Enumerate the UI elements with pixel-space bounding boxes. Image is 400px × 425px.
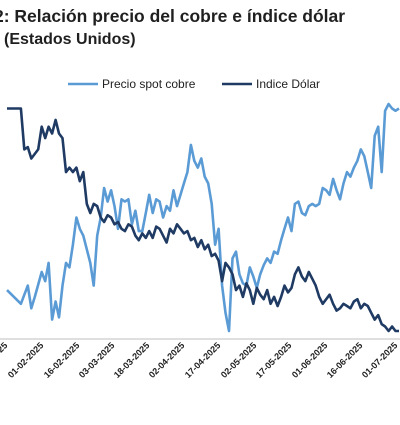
x-tick-label: 01-02-2025 <box>6 340 46 380</box>
x-tick-label: 02-05-2025 <box>219 340 259 380</box>
x-tick-label: 03-03-2025 <box>77 340 117 380</box>
legend-label-dollar: Indice Dólar <box>256 77 320 91</box>
x-tick-label: 01-06-2025 <box>290 340 330 380</box>
x-tick-label: 2025 <box>0 340 9 361</box>
x-tick-label: 17-05-2025 <box>254 340 294 380</box>
chart-title-line-1: 2: Relación precio del cobre e índice dó… <box>0 6 346 26</box>
x-tick-label: 02-04-2025 <box>147 340 187 380</box>
legend-label-copper: Precio spot cobre <box>102 77 196 91</box>
series-layer <box>6 102 400 333</box>
x-tick-label: 17-04-2025 <box>183 340 223 380</box>
x-tick-label: 16-06-2025 <box>325 340 365 380</box>
series-line-copper-spot-price <box>6 102 400 333</box>
x-axis-ticks: 202501-02-202516-02-202503-03-202518-03-… <box>0 340 399 380</box>
x-tick-label: 18-03-2025 <box>112 340 152 380</box>
series-line-dollar-index <box>7 107 399 333</box>
x-tick-label: 01-07-2025 <box>360 340 400 380</box>
x-tick-label: 16-02-2025 <box>42 340 82 380</box>
chart-title-line-2: (Estados Unidos) <box>4 31 136 48</box>
chart-legend: Precio spot cobre Indice Dólar <box>68 77 320 91</box>
